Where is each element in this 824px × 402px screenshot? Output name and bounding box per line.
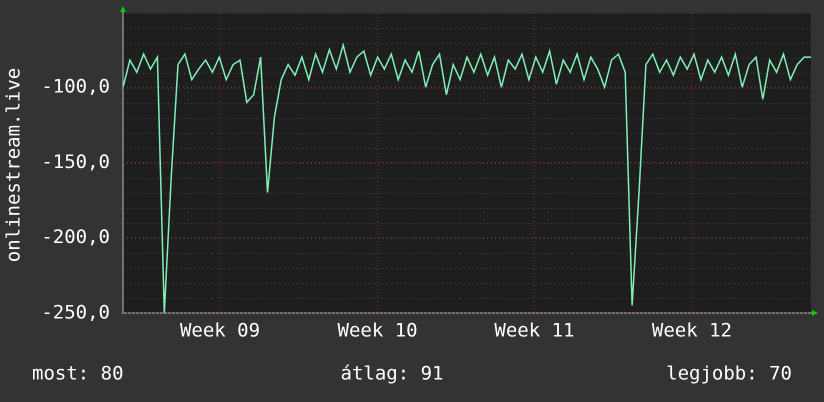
y-tick-label: -150,0 [41,151,110,173]
x-tick-label: Week 11 [494,320,574,342]
y-tick-label: -200,0 [41,226,110,248]
footer-text: most: 80 [32,363,124,385]
x-tick-label: Week 10 [338,320,418,342]
x-tick-label: Week 12 [652,320,732,342]
data-line [122,42,811,314]
y-tick-label: -250,0 [41,302,110,324]
footer-text: legjobb: 70 [666,363,792,385]
x-tick-label: Week 09 [180,320,260,342]
y-axis-label: onlinestream.live [3,68,25,262]
footer-text: átlag: 91 [341,363,444,385]
y-tick-label: -100,0 [41,76,110,98]
y-arrow [120,6,126,12]
x-arrow [812,310,818,316]
